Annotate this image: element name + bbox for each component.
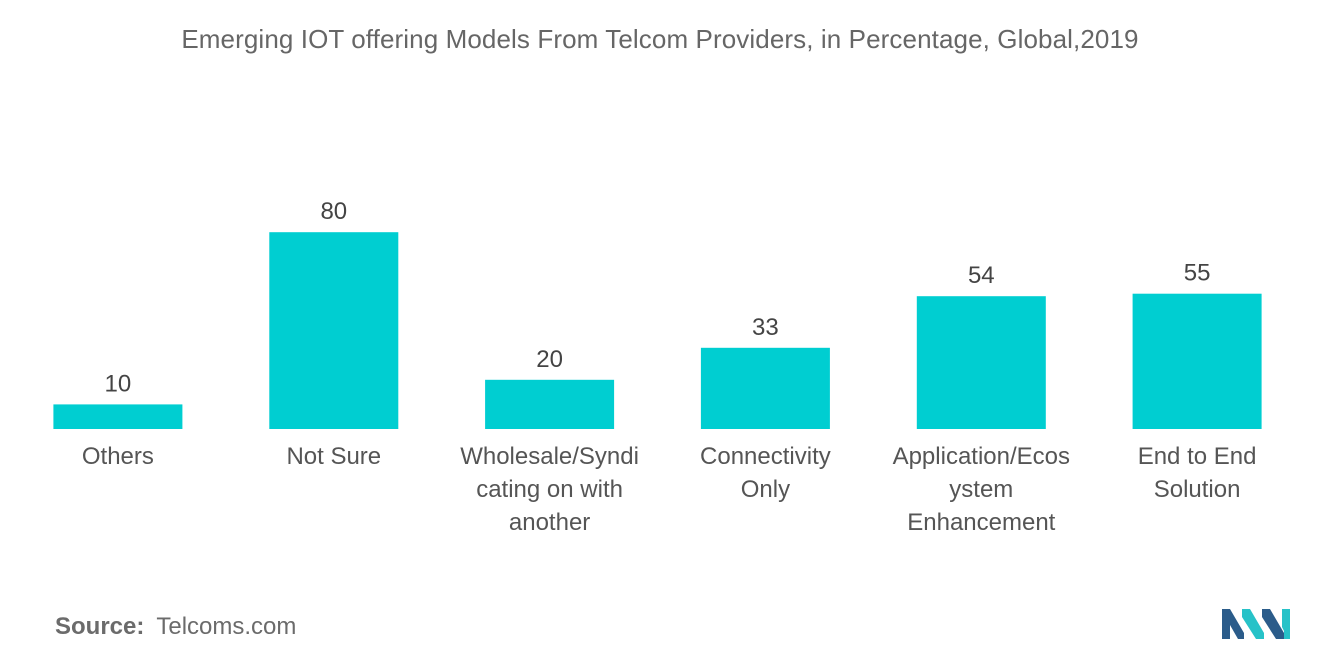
bar-value-label: 33 [752, 314, 779, 341]
category-label: ystem [949, 476, 1013, 503]
category-label: Connectivity [700, 443, 831, 470]
category-label: Not Sure [286, 443, 381, 470]
bar [700, 347, 830, 429]
source-text: Telcoms.com [156, 613, 297, 640]
category-label: Wholesale/Syndi [460, 443, 639, 470]
source-label: Source: [55, 613, 145, 640]
bar-value-label: 80 [320, 198, 347, 225]
bar-value-label: 20 [536, 346, 563, 373]
category-label: End to End [1138, 443, 1257, 470]
bar [916, 296, 1046, 429]
bar-chart: 10 80 20 33 54 55 Others Not Sure Wholesale/Syn… [53, 198, 1262, 536]
category-label: Only [741, 476, 790, 503]
category-label: Enhancement [907, 509, 1055, 536]
bars-layer [53, 232, 1262, 429]
logo-left-stroke [1222, 609, 1244, 639]
source-note: Source: Telcoms.com [55, 613, 296, 641]
logo-right-stroke [1262, 609, 1284, 639]
category-label: cating on with [476, 476, 623, 503]
mordor-intelligence-logo-icon [1222, 609, 1290, 639]
category-label: another [509, 509, 590, 536]
bar-value-label: 55 [1184, 260, 1211, 287]
bar [269, 232, 399, 429]
chart-title: Emerging IOT offering Models From Telcom… [181, 24, 1139, 54]
category-label: Solution [1154, 476, 1241, 503]
category-labels-layer: Others Not Sure Wholesale/Syndi cating on w… [82, 443, 1257, 536]
bar-value-label: 54 [968, 262, 995, 289]
bar [485, 379, 615, 429]
category-label: Application/Ecos [893, 443, 1070, 470]
value-labels-layer: 10 80 20 33 54 55 [105, 198, 1211, 397]
bar-value-label: 10 [105, 370, 132, 397]
logo-right-post [1282, 609, 1290, 639]
bar [53, 404, 183, 429]
bar [1132, 293, 1262, 429]
category-label: Others [82, 443, 154, 470]
logo-mid-stroke [1242, 609, 1264, 639]
